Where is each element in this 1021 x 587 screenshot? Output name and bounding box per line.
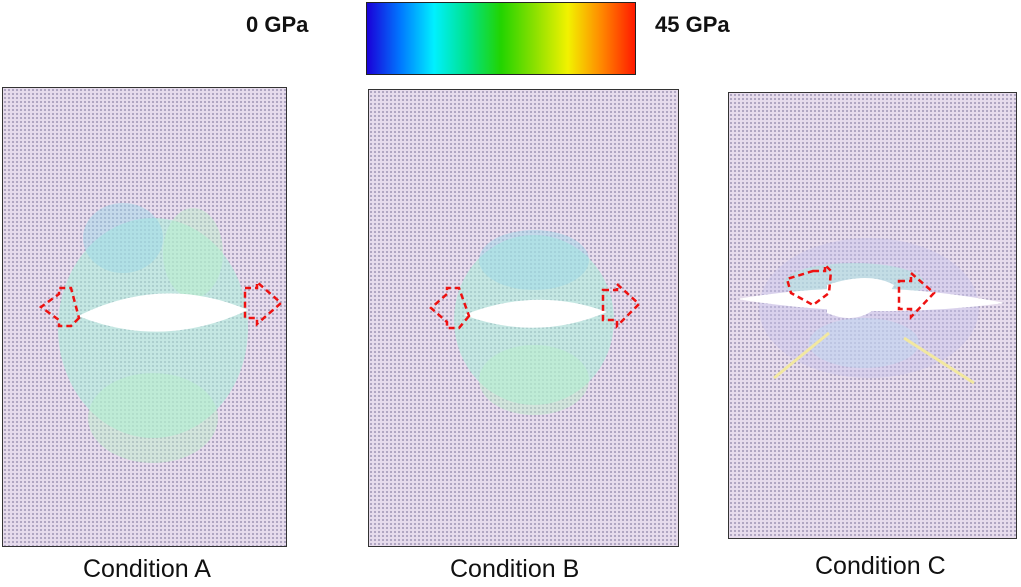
simulation-panel-condition-c (728, 92, 1017, 539)
crack-void (78, 293, 248, 332)
right-arrow-outline (601, 281, 641, 330)
right-arrow-outline (897, 270, 936, 321)
crack-field-b (429, 230, 641, 415)
stress-colorbar (366, 2, 636, 75)
stress-lobe (83, 203, 163, 273)
simulation-panel-condition-a (2, 87, 287, 547)
left-arrow-outline (785, 261, 833, 307)
stress-lobe (479, 345, 589, 415)
crack-field-a (38, 203, 283, 463)
stress-lobe (88, 373, 218, 463)
stress-lobe (809, 318, 919, 368)
stress-lobe (163, 208, 223, 298)
simulation-panel-condition-b (368, 89, 679, 547)
crack-branch (903, 336, 975, 385)
left-arrow-outline (429, 286, 471, 330)
caption-condition-c: Condition C (815, 552, 946, 580)
right-arrow-outline (243, 279, 283, 327)
crack-field-c (737, 238, 1005, 385)
caption-condition-b: Condition B (450, 555, 580, 583)
crack-void (464, 299, 607, 328)
crack-void-center (827, 278, 894, 319)
crack-branch (773, 331, 830, 380)
caption-condition-a: Condition A (83, 555, 211, 583)
left-arrow-outline (38, 286, 81, 328)
stress-lobe (479, 230, 589, 290)
legend-max-label: 45 GPa (655, 12, 730, 37)
legend-min-label: 0 GPa (246, 12, 309, 37)
